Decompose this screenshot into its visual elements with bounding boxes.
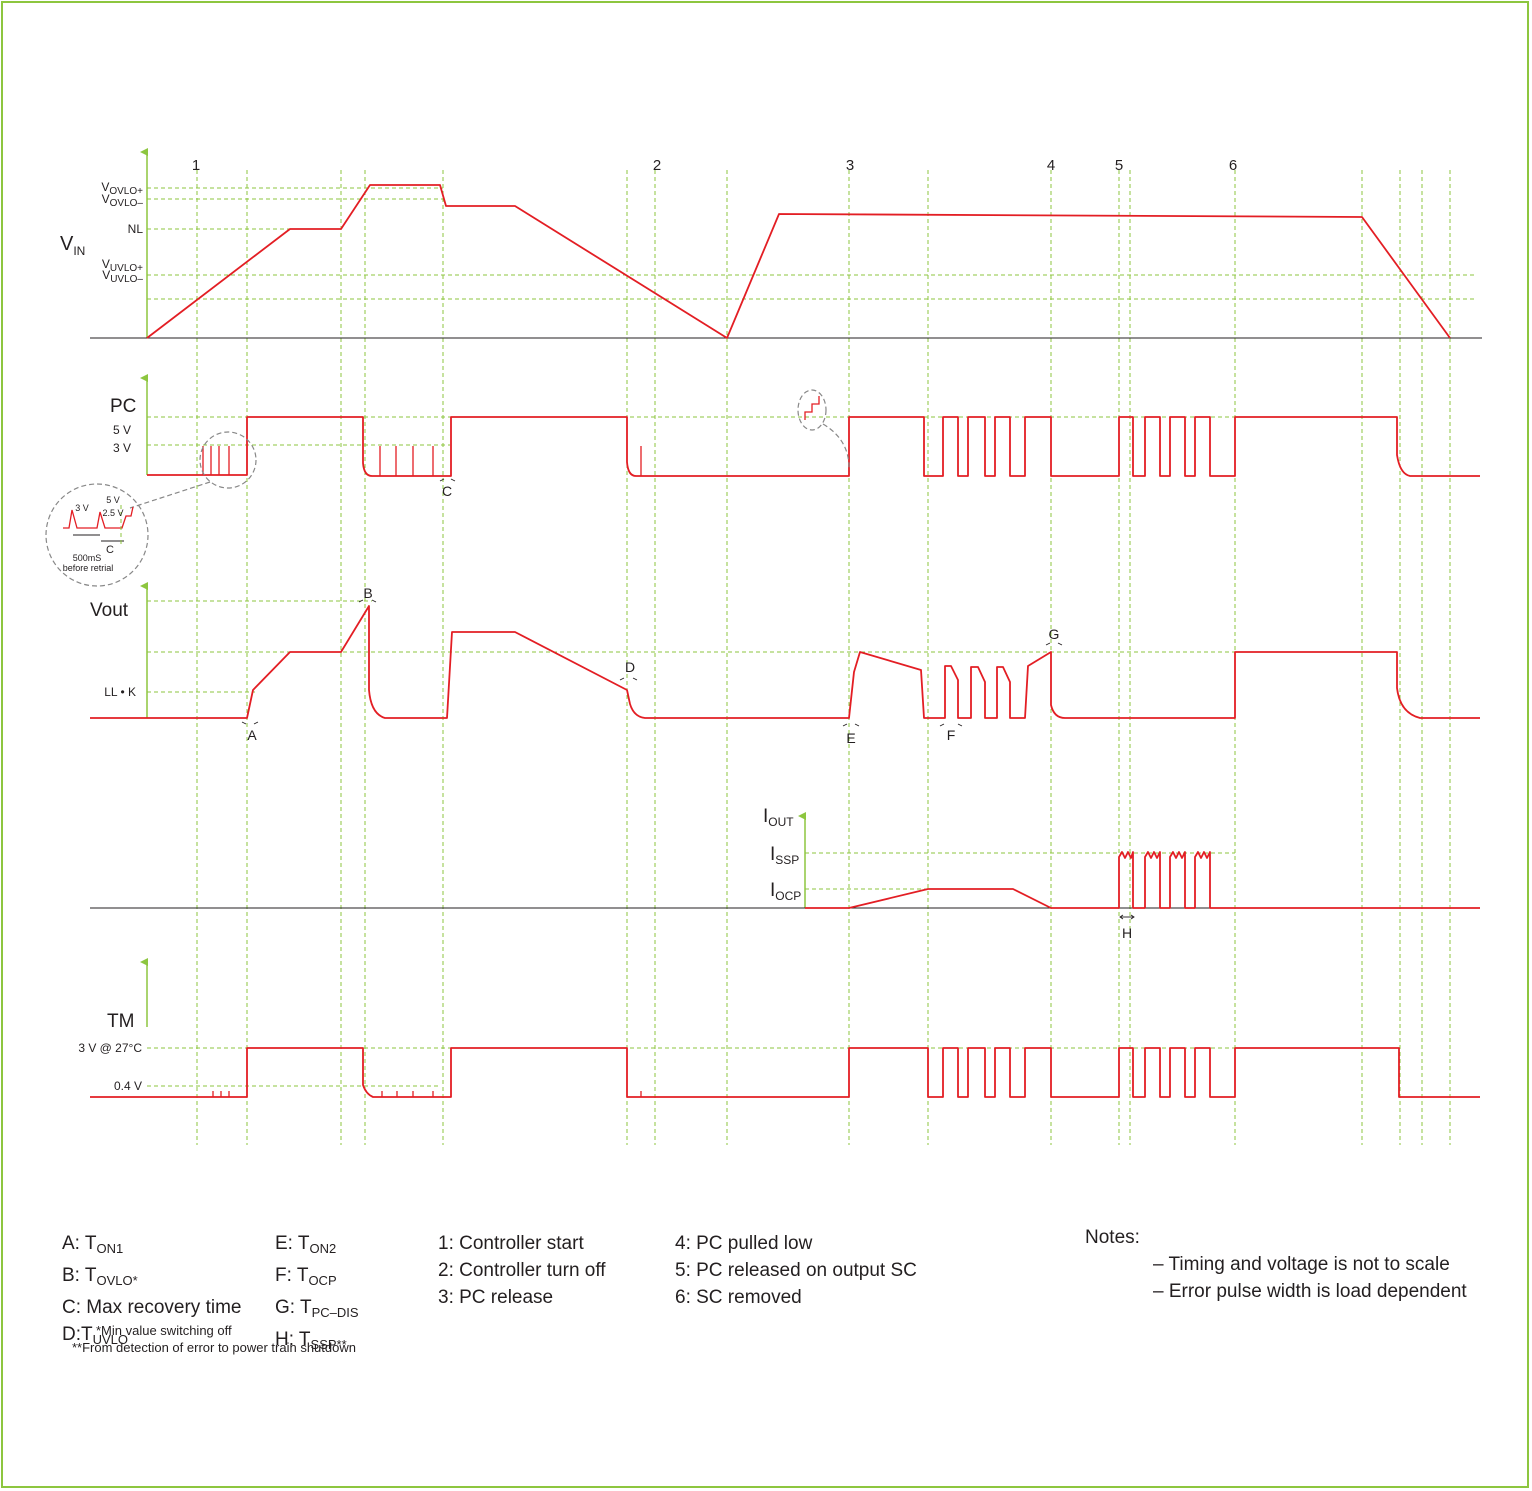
svg-text:VUVLO–: VUVLO–: [102, 268, 143, 285]
footnote: **From detection of error to power train…: [72, 1340, 356, 1355]
legend-item: G: TPC–DIS: [275, 1297, 359, 1320]
legend-item: 6: SC removed: [675, 1287, 802, 1308]
svg-text:VIN: VIN: [60, 233, 85, 258]
pc-retry-pulses: [202, 446, 642, 476]
legend-item: E: TON2: [275, 1233, 337, 1256]
svg-text:C: C: [106, 544, 114, 556]
legend-item: F: TOCP: [275, 1265, 337, 1288]
event-gridlines: [196, 170, 1451, 1145]
svg-text:A: A: [247, 727, 257, 743]
svg-text:G: G: [1049, 626, 1060, 642]
svg-text:C: C: [442, 483, 452, 499]
legend-item: D:TUVLO: [62, 1324, 129, 1347]
vout-signal: [90, 605, 1480, 719]
tm-signal: [90, 1047, 1480, 1098]
vout-panel: Vout LL • K A B D E F G: [90, 582, 1480, 746]
svg-text:B: B: [363, 585, 372, 601]
legend-times: A: TON1 B: TOVLO* C: Max recovery time D…: [62, 1230, 241, 1353]
svg-text:IOUT: IOUT: [763, 806, 794, 829]
svg-text:3 V: 3 V: [113, 441, 131, 455]
svg-text:TM: TM: [107, 1011, 134, 1032]
svg-text:ISSP: ISSP: [770, 844, 799, 867]
svg-text:IOCP: IOCP: [770, 880, 801, 903]
event-number: 4: [1047, 157, 1055, 174]
event-number: 3: [846, 157, 854, 174]
notes-item: – Timing and voltage is not to scale: [1153, 1254, 1450, 1275]
marker-h: H: [1119, 914, 1135, 941]
legend-item: C: Max recovery time: [62, 1297, 242, 1318]
iout-panel: IOUT ISSP IOCP H: [90, 806, 1480, 941]
notes-title: Notes:: [1085, 1227, 1140, 1248]
svg-text:Vout: Vout: [90, 600, 129, 621]
svg-text:E: E: [846, 730, 855, 746]
retry-inset: 3 V 5 V 2.5 V C 500mS before retrial: [45, 483, 149, 587]
legend-item: B: TOVLO*: [62, 1265, 138, 1288]
legend-item: 3: PC release: [438, 1287, 554, 1308]
svg-text:D: D: [625, 659, 635, 675]
legend-events-2: 4: PC pulled low 5: PC released on outpu…: [675, 1230, 917, 1311]
tm-retry-ticks: [212, 1091, 642, 1097]
event-number: 6: [1229, 157, 1237, 174]
pc-panel: PC 5 V 3 V C: [110, 374, 1480, 509]
event-number: 5: [1115, 157, 1123, 174]
pc-signal: [147, 416, 1480, 477]
svg-text:H: H: [1122, 925, 1132, 941]
vin-signal: [146, 184, 1451, 339]
legend-item: H: TSSP**: [275, 1329, 347, 1352]
marker-c: C: [439, 478, 456, 499]
legend-times-2: E: TON2 F: TOCP G: TPC–DIS H: TSSP**: [275, 1230, 359, 1358]
svg-text:VOVLO+: VOVLO+: [101, 180, 143, 197]
svg-text:5 V: 5 V: [106, 495, 120, 505]
svg-text:5 V: 5 V: [113, 423, 131, 437]
event-numbers: 1 2 3 4 5 6: [192, 157, 1237, 174]
event-number: 2: [653, 157, 661, 174]
legend-item: 4: PC pulled low: [675, 1233, 813, 1254]
notes-item: – Error pulse width is load dependent: [1153, 1281, 1467, 1302]
svg-text:LL • K: LL • K: [104, 685, 136, 699]
svg-text:3 V @ 27°C: 3 V @ 27°C: [78, 1041, 142, 1055]
legend-item: 1: Controller start: [438, 1233, 584, 1254]
notes: Notes: – Timing and voltage is not to sc…: [1085, 1224, 1467, 1305]
legend-events-1: 1: Controller start 2: Controller turn o…: [438, 1230, 606, 1311]
vin-panel: VIN VOVLO+ VOVLO– NL VUVLO+ VUVLO–: [60, 148, 1482, 339]
svg-text:500mS: 500mS: [73, 553, 102, 563]
legend-item: A: TON1: [62, 1233, 124, 1256]
svg-text:0.4 V: 0.4 V: [114, 1079, 142, 1093]
svg-text:2.5 V: 2.5 V: [102, 508, 123, 518]
event-number: 1: [192, 157, 200, 174]
svg-text:before retrial: before retrial: [63, 563, 114, 573]
svg-text:PC: PC: [110, 396, 136, 417]
svg-text:VOVLO–: VOVLO–: [102, 192, 144, 209]
svg-text:F: F: [947, 727, 956, 743]
legend-item: 5: PC released on output SC: [675, 1260, 917, 1281]
tm-panel: TM 3 V @ 27°C 0.4 V: [78, 958, 1480, 1098]
footnotes: *Min value switching off **From detectio…: [72, 1322, 356, 1356]
svg-text:NL: NL: [128, 222, 144, 236]
iout-signal: [805, 851, 1480, 909]
legend-item: 2: Controller turn off: [438, 1260, 606, 1281]
svg-text:VUVLO+: VUVLO+: [102, 257, 143, 274]
svg-text:3 V: 3 V: [75, 503, 89, 513]
footnote: *Min value switching off: [96, 1323, 232, 1338]
